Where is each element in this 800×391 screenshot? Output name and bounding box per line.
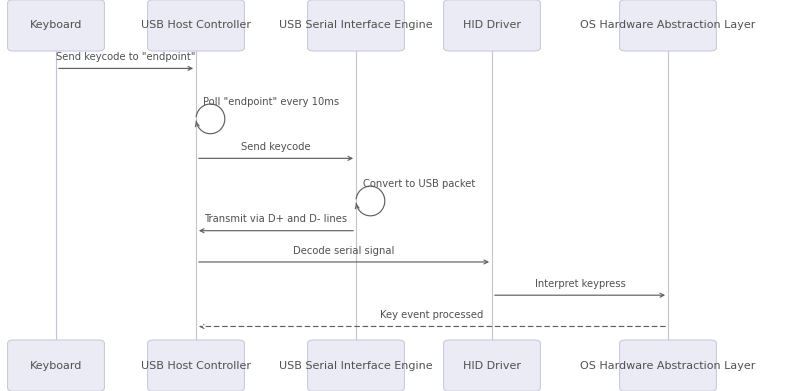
Text: Decode serial signal: Decode serial signal	[294, 246, 394, 256]
FancyBboxPatch shape	[308, 0, 405, 51]
Text: USB Serial Interface Engine: USB Serial Interface Engine	[279, 361, 433, 371]
FancyBboxPatch shape	[308, 340, 405, 391]
Text: USB Host Controller: USB Host Controller	[141, 361, 251, 371]
Text: HID Driver: HID Driver	[463, 20, 521, 30]
FancyBboxPatch shape	[8, 0, 104, 51]
FancyBboxPatch shape	[620, 0, 717, 51]
Text: USB Serial Interface Engine: USB Serial Interface Engine	[279, 20, 433, 30]
Text: Convert to USB packet: Convert to USB packet	[363, 179, 475, 189]
FancyBboxPatch shape	[620, 340, 717, 391]
FancyBboxPatch shape	[147, 0, 245, 51]
Text: Interpret keypress: Interpret keypress	[534, 279, 626, 289]
Text: USB Host Controller: USB Host Controller	[141, 20, 251, 30]
Text: Keyboard: Keyboard	[30, 361, 82, 371]
Text: Poll "endpoint" every 10ms: Poll "endpoint" every 10ms	[203, 97, 339, 107]
FancyBboxPatch shape	[8, 340, 104, 391]
FancyBboxPatch shape	[147, 340, 245, 391]
Text: Transmit via D+ and D- lines: Transmit via D+ and D- lines	[205, 214, 347, 224]
Text: HID Driver: HID Driver	[463, 361, 521, 371]
Text: Key event processed: Key event processed	[380, 310, 484, 320]
Text: Send keycode to "endpoint": Send keycode to "endpoint"	[56, 52, 196, 62]
Text: Send keycode: Send keycode	[241, 142, 311, 152]
Text: OS Hardware Abstraction Layer: OS Hardware Abstraction Layer	[580, 20, 756, 30]
Text: OS Hardware Abstraction Layer: OS Hardware Abstraction Layer	[580, 361, 756, 371]
FancyBboxPatch shape	[443, 340, 541, 391]
FancyBboxPatch shape	[443, 0, 541, 51]
Text: Keyboard: Keyboard	[30, 20, 82, 30]
